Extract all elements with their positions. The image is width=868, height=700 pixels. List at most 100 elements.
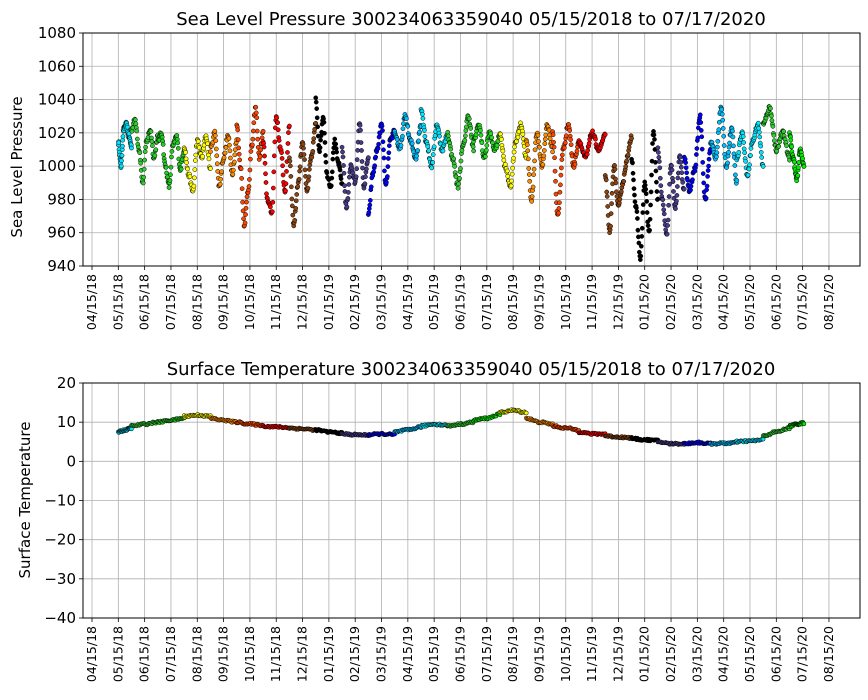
- data-point: [529, 198, 534, 204]
- x-tick-label: 03/15/19: [374, 274, 389, 330]
- month-segment-12-2018: [287, 425, 318, 434]
- data-point: [552, 155, 557, 161]
- data-point: [276, 138, 282, 143]
- month-segment-01-2020: [629, 129, 661, 263]
- month-segment-08-2019: [497, 407, 529, 416]
- data-point: [148, 129, 154, 134]
- x-tick-label: 05/15/18: [110, 626, 125, 682]
- data-point: [137, 150, 143, 156]
- data-point: [470, 144, 476, 150]
- data-point: [301, 152, 307, 157]
- data-point: [206, 156, 212, 162]
- data-point: [247, 167, 253, 173]
- data-point: [208, 166, 213, 171]
- data-point: [270, 185, 276, 191]
- x-tick-label: 04/15/19: [400, 626, 415, 682]
- data-point: [705, 174, 710, 179]
- data-point: [212, 133, 218, 138]
- data-point: [257, 154, 263, 159]
- data-point: [482, 154, 488, 159]
- data-point: [287, 158, 293, 164]
- data-point: [768, 106, 773, 111]
- data-point: [745, 172, 751, 178]
- data-point: [530, 184, 536, 190]
- x-tick-label: 08/15/18: [189, 274, 204, 330]
- data-point: [213, 138, 219, 144]
- data-point: [568, 137, 573, 142]
- data-point: [525, 148, 531, 154]
- data-point: [632, 192, 637, 198]
- data-point: [120, 134, 126, 139]
- data-point: [247, 177, 252, 182]
- data-point: [425, 144, 431, 149]
- data-point: [417, 129, 422, 135]
- x-tick-label: 10/15/19: [558, 626, 573, 682]
- data-point: [360, 165, 365, 171]
- data-point: [243, 212, 248, 217]
- month-segment-01-2020: [629, 435, 661, 444]
- data-point: [733, 172, 738, 178]
- data-point: [269, 209, 275, 214]
- month-segment-02-2020: [655, 145, 687, 237]
- data-point: [175, 145, 181, 151]
- y-tick-label: 10: [57, 413, 76, 431]
- y-axis-label: Surface Temperature: [16, 422, 34, 579]
- x-tick-label: 02/15/19: [347, 274, 362, 330]
- data-point: [354, 157, 360, 163]
- data-point: [525, 156, 531, 162]
- data-point: [303, 181, 309, 186]
- data-point: [329, 175, 335, 181]
- data-point: [334, 149, 340, 155]
- data-point: [756, 129, 762, 135]
- x-tick-label: 01/15/19: [321, 274, 336, 330]
- data-point: [214, 161, 220, 167]
- data-point: [714, 144, 720, 150]
- data-point: [363, 174, 368, 180]
- data-point: [400, 133, 405, 139]
- data-point: [748, 145, 754, 151]
- data-point: [192, 158, 198, 163]
- data-point: [635, 227, 641, 233]
- data-point: [324, 170, 330, 176]
- data-point: [285, 141, 291, 146]
- data-point: [192, 167, 198, 172]
- data-point: [758, 143, 764, 149]
- data-point: [730, 134, 736, 140]
- month-segment-08-2018: [181, 412, 213, 420]
- data-point: [258, 147, 263, 153]
- data-point: [340, 154, 346, 160]
- data-point: [501, 153, 506, 159]
- data-point: [246, 184, 252, 189]
- data-points: [115, 95, 807, 263]
- data-point: [604, 189, 610, 195]
- data-point: [187, 174, 193, 180]
- data-point: [678, 160, 684, 165]
- data-point: [637, 249, 642, 255]
- data-point: [250, 142, 255, 148]
- data-point: [217, 181, 223, 187]
- data-point: [784, 143, 789, 149]
- data-point: [551, 144, 557, 150]
- data-point: [262, 160, 268, 166]
- data-point: [228, 155, 233, 161]
- data-point: [362, 181, 368, 187]
- data-point: [677, 154, 683, 160]
- month-segment-12-2019: [602, 133, 634, 235]
- x-tick-label: 01/15/20: [637, 626, 652, 682]
- data-point: [556, 206, 562, 211]
- x-tick-label: 04/15/19: [400, 274, 415, 330]
- data-point: [512, 144, 517, 150]
- data-point: [654, 189, 660, 194]
- data-point: [613, 176, 618, 182]
- data-point: [116, 140, 122, 146]
- data-point: [236, 151, 242, 157]
- data-point: [385, 174, 390, 179]
- data-point: [515, 134, 521, 140]
- data-point: [675, 184, 680, 189]
- data-point: [305, 185, 311, 191]
- data-point: [660, 202, 666, 208]
- data-point: [527, 178, 533, 184]
- sea-level-pressure-chart: Sea Level Pressure 300234063359040 05/15…: [8, 9, 861, 330]
- data-point: [656, 155, 662, 160]
- data-point: [261, 144, 267, 150]
